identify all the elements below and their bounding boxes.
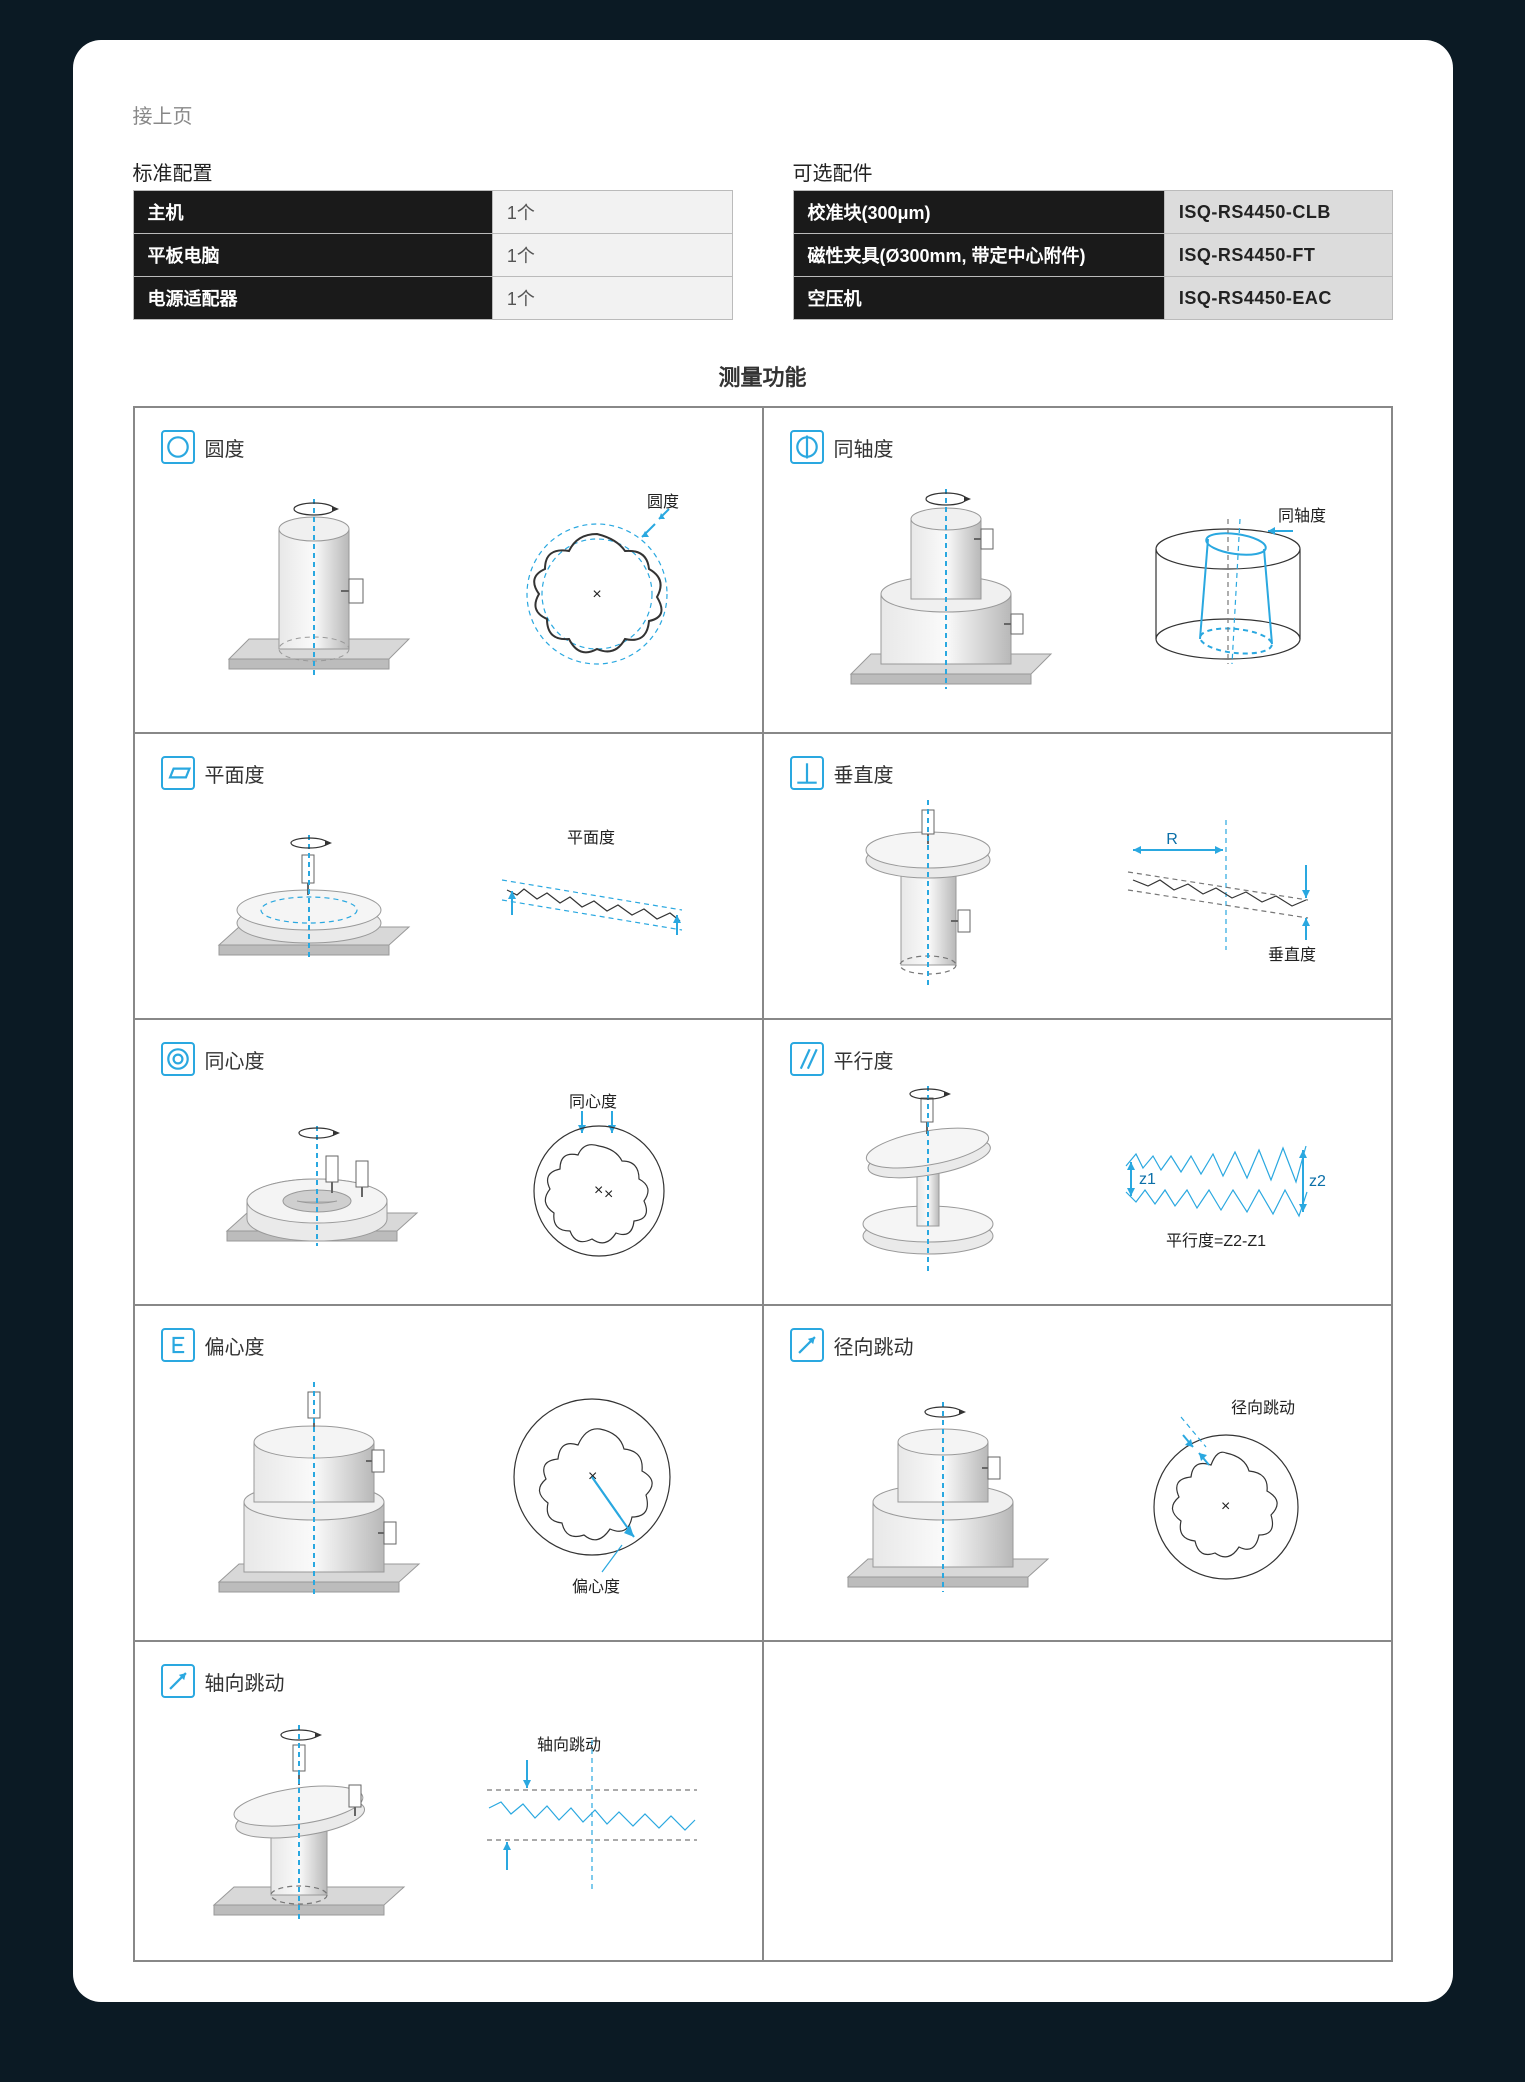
cell-title: 圆度 xyxy=(205,433,245,462)
eccentricity-3d-illustration xyxy=(194,1372,424,1612)
concentricity-icon xyxy=(161,1042,195,1076)
cell-radial-runout: 径向跳动 × xyxy=(763,1305,1392,1641)
cfg-qty: 1个 xyxy=(492,191,732,234)
cell-title: 轴向跳动 xyxy=(205,1667,285,1696)
acc-name: 磁性夹具(Ø300mm, 带定中心附件) xyxy=(793,234,1164,277)
radial-runout-polar-illustration: × 径向跳动 xyxy=(1121,1387,1331,1597)
cell-title: 平行度 xyxy=(834,1045,894,1074)
eccentricity-icon xyxy=(161,1328,195,1362)
cell-parallelism: 平行度 xyxy=(763,1019,1392,1305)
cell-title: 平面度 xyxy=(205,759,265,788)
svg-text:z2: z2 xyxy=(1309,1173,1326,1190)
roundness-icon xyxy=(161,430,195,464)
cell-axial-runout: 轴向跳动 xyxy=(134,1641,763,1961)
cell-coaxiality: 同轴度 xyxy=(763,407,1392,733)
svg-text:偏心度: 偏心度 xyxy=(572,1578,620,1596)
cell-title: 垂直度 xyxy=(834,759,894,788)
table-row: 磁性夹具(Ø300mm, 带定中心附件) ISQ-RS4450-FT xyxy=(793,234,1392,277)
optional-accessories-block: 可选配件 校准块(300μm) ISQ-RS4450-CLB 磁性夹具(Ø300… xyxy=(793,157,1393,320)
cfg-name: 主机 xyxy=(133,191,492,234)
perpendicularity-icon xyxy=(790,756,824,790)
cell-roundness: 圆度 xyxy=(134,407,763,733)
svg-text:z1: z1 xyxy=(1139,1171,1156,1188)
parallelism-profile-illustration: z1 z2 平行度=Z2-Z1 xyxy=(1101,1096,1331,1266)
svg-text:×: × xyxy=(594,1182,603,1199)
svg-text:垂直度: 垂直度 xyxy=(1268,946,1316,964)
svg-text:×: × xyxy=(1221,1498,1230,1515)
coaxiality-side-illustration: 同轴度 xyxy=(1128,489,1328,689)
cell-perpendicularity: 垂直度 R xyxy=(763,733,1392,1019)
table-row: 平板电脑 1个 xyxy=(133,234,732,277)
perp-profile-illustration: R 垂直度 xyxy=(1108,810,1328,980)
parallelism-3d-illustration xyxy=(823,1086,1033,1276)
cell-eccentricity: 偏心度 × xyxy=(134,1305,763,1641)
acc-code: ISQ-RS4450-EAC xyxy=(1164,277,1392,320)
runout-icon xyxy=(790,1328,824,1362)
continued-from-prev: 接上页 xyxy=(133,100,1393,129)
acc-name: 校准块(300μm) xyxy=(793,191,1164,234)
cfg-name: 电源适配器 xyxy=(133,277,492,320)
acc-code: ISQ-RS4450-FT xyxy=(1164,234,1392,277)
cell-concentricity: 同心度 同心度 xyxy=(134,1019,763,1305)
table-row: 空压机 ISQ-RS4450-EAC xyxy=(793,277,1392,320)
cell-flatness: 平面度 平面度 xyxy=(134,733,763,1019)
standard-config-title: 标准配置 xyxy=(133,157,733,186)
optional-accessories-table: 校准块(300μm) ISQ-RS4450-CLB 磁性夹具(Ø300mm, 带… xyxy=(793,190,1393,320)
cell-title: 同轴度 xyxy=(834,433,894,462)
svg-text:同轴度: 同轴度 xyxy=(1278,507,1326,525)
svg-text:平行度=Z2-Z1: 平行度=Z2-Z1 xyxy=(1166,1232,1266,1250)
table-row: 校准块(300μm) ISQ-RS4450-CLB xyxy=(793,191,1392,234)
svg-text:×: × xyxy=(604,1186,613,1203)
svg-text:R: R xyxy=(1166,831,1178,848)
table-row: 主机 1个 xyxy=(133,191,732,234)
svg-text:径向跳动: 径向跳动 xyxy=(1231,1399,1295,1417)
eccentricity-polar-illustration: × 偏心度 xyxy=(492,1377,702,1607)
svg-text:×: × xyxy=(592,586,601,603)
cfg-qty: 1个 xyxy=(492,277,732,320)
flatness-profile-illustration: 平面度 xyxy=(482,825,702,965)
roundness-3d-illustration xyxy=(199,479,419,699)
config-tables-row: 标准配置 主机 1个 平板电脑 1个 电源适配器 1个 可选配件 xyxy=(133,157,1393,320)
cfg-qty: 1个 xyxy=(492,234,732,277)
acc-code: ISQ-RS4450-CLB xyxy=(1164,191,1392,234)
axial-runout-profile-illustration: 轴向跳动 xyxy=(467,1730,707,1910)
table-row: 电源适配器 1个 xyxy=(133,277,732,320)
standard-config-block: 标准配置 主机 1个 平板电脑 1个 电源适配器 1个 xyxy=(133,157,733,320)
coaxiality-icon xyxy=(790,430,824,464)
page: 接上页 标准配置 主机 1个 平板电脑 1个 电源适配器 1个 xyxy=(73,40,1453,2002)
runout-icon xyxy=(161,1664,195,1698)
concentricity-polar-illustration: 同心度 × × xyxy=(504,1091,694,1271)
optional-accessories-title: 可选配件 xyxy=(793,157,1393,186)
svg-text:同心度: 同心度 xyxy=(569,1093,617,1111)
axial-runout-3d-illustration xyxy=(189,1710,409,1930)
cell-title: 偏心度 xyxy=(205,1331,265,1360)
roundness-polar-illustration: × 圆度 xyxy=(497,489,697,689)
cell-title: 同心度 xyxy=(205,1045,265,1074)
cell-title: 径向跳动 xyxy=(834,1331,914,1360)
concentricity-3d-illustration xyxy=(202,1101,422,1261)
flatness-3d-illustration xyxy=(194,815,414,975)
cell-empty xyxy=(763,1641,1392,1961)
perp-3d-illustration xyxy=(826,800,1036,990)
radial-runout-3d-illustration xyxy=(823,1382,1053,1602)
standard-config-table: 主机 1个 平板电脑 1个 电源适配器 1个 xyxy=(133,190,733,320)
measurement-grid: 圆度 xyxy=(133,406,1393,1962)
coaxiality-3d-illustration xyxy=(826,474,1056,704)
flatness-icon xyxy=(161,756,195,790)
svg-text:圆度: 圆度 xyxy=(647,493,679,511)
acc-name: 空压机 xyxy=(793,277,1164,320)
cfg-name: 平板电脑 xyxy=(133,234,492,277)
measurement-section-title: 测量功能 xyxy=(133,360,1393,392)
svg-text:平面度: 平面度 xyxy=(567,829,615,847)
parallelism-icon xyxy=(790,1042,824,1076)
